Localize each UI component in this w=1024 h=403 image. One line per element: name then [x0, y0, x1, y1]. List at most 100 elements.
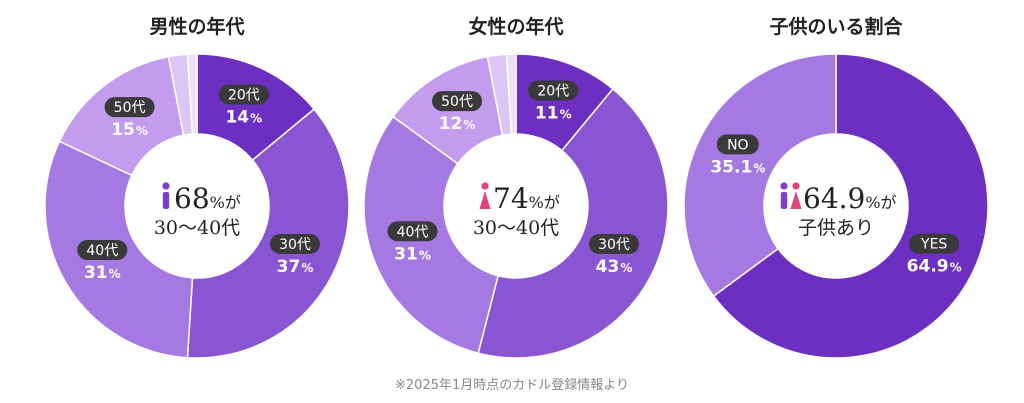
donut-chart: 20代 14% 30代 37% 40代 31% 50代 15% 68%が30〜40代 [44, 53, 350, 359]
chart-title: 男性の年代 [149, 16, 245, 38]
slice-percent: 31% [84, 263, 121, 283]
slice-name: 30代 [598, 237, 630, 253]
slice-name: 50代 [441, 94, 473, 110]
chart-title: 女性の年代 [468, 16, 564, 38]
chart-panel-female: 女性の年代 20代 11% 30代 43% 40代 31% 50代 12% 74%が 30〜40代 [356, 0, 676, 380]
slice-percent: 12% [439, 114, 476, 134]
slice-percent-unit: % [560, 108, 572, 122]
donut-slice [186, 108, 350, 359]
label-pill [104, 97, 155, 118]
label-pill [432, 91, 483, 112]
slice-percent-unit: % [753, 161, 765, 175]
slice-percent-unit: % [136, 124, 148, 138]
male-icon-body [780, 192, 788, 209]
slice-percent-unit: % [109, 267, 121, 281]
male-icon-head [780, 182, 788, 190]
female-icon-body [790, 191, 802, 209]
label-pill [218, 84, 269, 105]
slice-percent-value: 31 [394, 244, 418, 264]
slice-percent-value: 31 [84, 263, 108, 283]
center-subline: 30〜40代 [473, 217, 559, 239]
center-subline: 30〜40代 [154, 217, 240, 239]
slice-label: 20代 14% [218, 84, 269, 127]
slice-percent-value: 14 [225, 107, 249, 127]
center-big-value: 74 [493, 182, 529, 215]
male-icon [162, 182, 170, 209]
slice-percent: 11% [535, 104, 572, 124]
slice-percent-value: 64.9 [907, 257, 949, 277]
slice-percent: 43% [596, 257, 633, 277]
center-unit: %が [865, 193, 896, 212]
label-pill [909, 233, 960, 254]
slice-label: 40代 31% [387, 221, 438, 264]
slice-percent-unit: % [620, 261, 632, 275]
slice-name: NO [727, 137, 749, 153]
slice-percent: 35.1% [710, 157, 765, 177]
slice-label: 50代 12% [432, 91, 483, 134]
slice-percent-value: 37 [277, 257, 301, 277]
slice-percent: 15% [111, 120, 148, 140]
male-icon-body [162, 192, 170, 209]
slice-label: 30代 43% [589, 233, 640, 277]
donut-slice [196, 53, 316, 162]
female-icon [479, 182, 491, 209]
slice-name: 30代 [279, 237, 311, 253]
center-subline: 子供あり [798, 217, 874, 239]
slice-percent: 14% [225, 107, 262, 127]
center-annotation: 74%が30〜40代 [473, 182, 560, 239]
chart-panel-children: 子供のいる割合 YES 64.9% NO 35.1% 64.9%が 子供あり [676, 0, 996, 380]
donut-slice [505, 53, 517, 135]
slice-percent-unit: % [419, 248, 431, 262]
donut-slice [186, 53, 198, 135]
slice-name: YES [920, 237, 947, 253]
label-pill [77, 239, 128, 260]
slice-name: 20代 [537, 84, 569, 100]
center-big-value: 68 [174, 182, 210, 215]
footnote: ※2025年1月時点のカドル登録情報より [395, 378, 629, 393]
female-icon-head [481, 182, 489, 190]
slice-label: 20代 11% [528, 80, 579, 124]
center-headline: 64.9%が [803, 182, 897, 215]
slice-percent: 31% [394, 244, 431, 264]
label-pill [589, 233, 640, 254]
slice-name: 40代 [397, 224, 429, 240]
chart-title: 子供のいる割合 [769, 16, 903, 38]
center-headline: 68%が [174, 182, 241, 215]
female-icon-body [479, 191, 491, 209]
chart-panel-male: 男性の年代 20代 14% 30代 37% 40代 31% 50代 15% 68%が 30〜40代 [37, 0, 357, 380]
slice-label: 30代 37% [270, 233, 321, 277]
slice-label: 50代 15% [104, 97, 155, 140]
slice-percent-value: 43 [596, 257, 620, 277]
slice-percent-value: 15 [111, 120, 135, 140]
couple-icon [780, 182, 802, 209]
slice-percent: 64.9% [907, 257, 962, 277]
slice-percent-value: 11 [535, 104, 559, 124]
center-annotation: 68%が30〜40代 [154, 182, 241, 239]
slice-name: 50代 [114, 100, 146, 116]
donut-slice [683, 53, 837, 298]
label-pill [387, 221, 438, 242]
female-icon-head [792, 182, 800, 190]
male-icon-head [162, 182, 170, 190]
donut-slice [712, 53, 989, 359]
label-pill [528, 80, 579, 101]
slice-percent: 37% [277, 257, 314, 277]
label-pill [270, 233, 321, 254]
slice-name: 40代 [86, 243, 118, 259]
slice-name: 20代 [228, 87, 260, 103]
donut-slice [477, 87, 669, 359]
slice-label: YES 64.9% [907, 233, 962, 277]
slice-label: 40代 31% [77, 239, 128, 283]
slice-percent-unit: % [463, 118, 475, 132]
slice-percent-unit: % [250, 111, 262, 125]
center-unit: %が [529, 193, 560, 212]
slice-percent-unit: % [950, 261, 962, 275]
center-headline: 74%が [493, 182, 560, 215]
center-big-value: 64.9 [803, 182, 865, 215]
slice-label: NO 35.1% [710, 134, 765, 177]
slice-percent-unit: % [301, 261, 313, 275]
slice-percent-value: 35.1 [710, 157, 752, 177]
